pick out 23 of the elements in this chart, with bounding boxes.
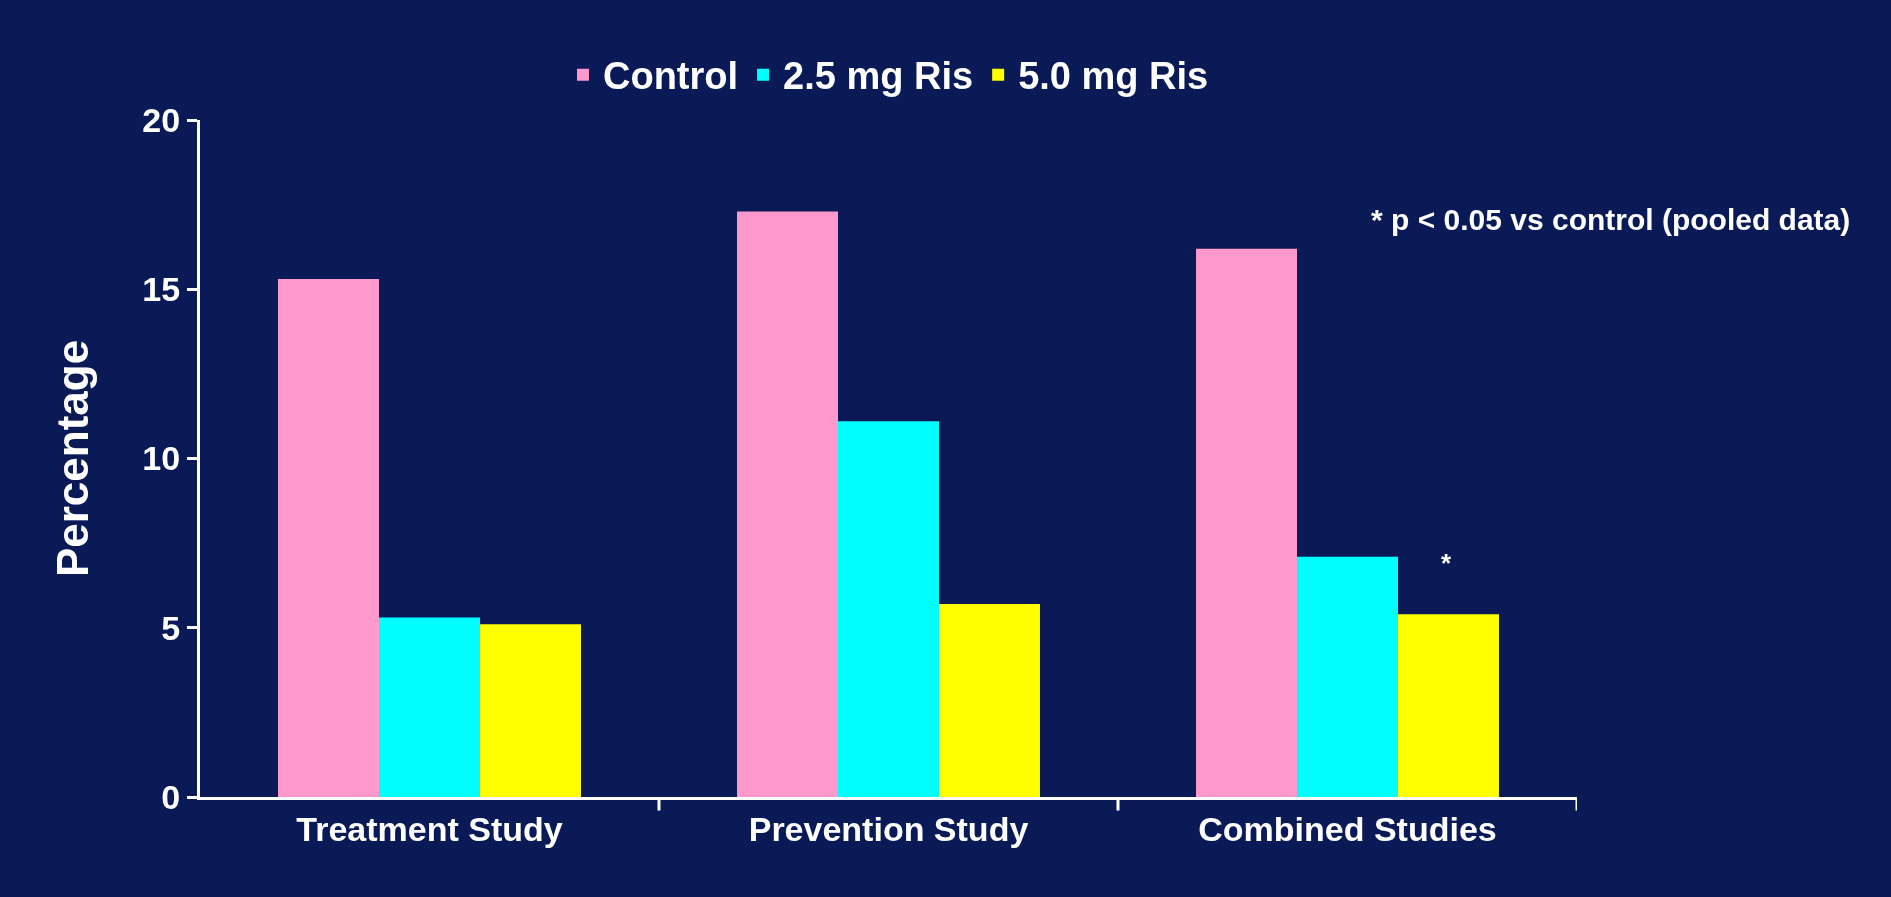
legend-label: 2.5 mg Ris <box>783 55 974 98</box>
bar <box>737 211 839 797</box>
annotation: * <box>1441 548 1452 578</box>
x-tick-label: Treatment Study <box>296 809 563 848</box>
bar <box>278 279 380 797</box>
y-tick-label: 0 <box>161 777 181 816</box>
y-tick-label: 5 <box>161 608 181 647</box>
bar <box>1397 614 1499 797</box>
bar <box>838 421 939 797</box>
y-tick-label: 20 <box>142 100 181 139</box>
y-tick-label: 10 <box>142 439 181 478</box>
bar <box>1297 556 1398 797</box>
legend-label: Control <box>603 55 739 98</box>
legend-label: 5.0 mg Ris <box>1018 55 1209 98</box>
bar <box>1196 248 1298 797</box>
x-tick-label: Prevention Study <box>748 809 1029 848</box>
y-axis-title: Percentage <box>48 339 98 578</box>
bar <box>938 604 1040 797</box>
bar <box>479 624 581 797</box>
y-tick-label: 15 <box>142 270 181 309</box>
bar <box>379 617 480 797</box>
x-tick-label: Combined Studies <box>1198 809 1497 848</box>
annotation: * p < 0.05 vs control (pooled data) <box>1371 203 1851 236</box>
